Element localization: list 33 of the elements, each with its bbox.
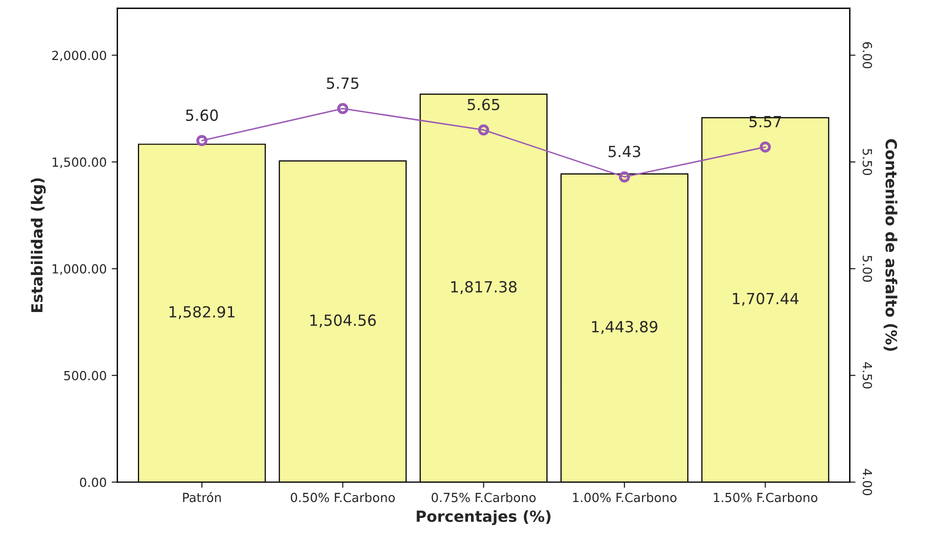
data-label: 5.65	[468, 98, 500, 110]
y-tick-label: 2,000.00	[52, 50, 106, 62]
y-tick-label: 1,500.00	[52, 157, 106, 168]
y2-tick-label: 4.00	[862, 468, 872, 496]
point	[337, 103, 348, 114]
data-label: 1,582.91	[170, 306, 234, 320]
y2-axis-title: Contenido de asfalto (%)	[884, 139, 898, 351]
x-tick-label: 1.00% F.Carbono	[573, 492, 677, 502]
data-label: 5.43	[608, 146, 640, 158]
data-label: 5.60	[186, 109, 218, 121]
point	[478, 124, 490, 136]
y2-tick-label: 4.50	[862, 362, 872, 388]
data-label: 1,443.89	[592, 320, 658, 334]
x-tick-label: 1.50% F.Carbono	[714, 492, 818, 502]
data-label: 5.75	[326, 78, 358, 89]
y2-tick-label: 5.50	[862, 149, 872, 176]
y2-tick-label: 5.00	[862, 256, 872, 282]
x-tick-label: Patrón	[183, 492, 221, 502]
x-axis-title: Porcentajes (%)	[416, 510, 550, 526]
x-tick-label: 0.75% F.Carbono	[432, 492, 536, 502]
y-tick-label: 1,000.00	[52, 264, 106, 275]
y-axis-title: Estabilidad (kg)	[30, 178, 46, 312]
data-label: 5.57	[749, 116, 781, 128]
point	[618, 171, 630, 182]
data-label: 1,817.38	[451, 281, 517, 294]
y-tick-label: 500.00	[64, 370, 106, 380]
point	[760, 141, 771, 153]
data-label: 1,504.56	[310, 314, 376, 328]
y2-tick-label: 6.00	[862, 42, 872, 68]
point	[196, 135, 208, 146]
x-tick-label: 0.50% F.Carbono	[290, 492, 395, 502]
data-label: 1,707.44	[732, 292, 798, 306]
y-tick-label: 0.00	[80, 478, 106, 488]
